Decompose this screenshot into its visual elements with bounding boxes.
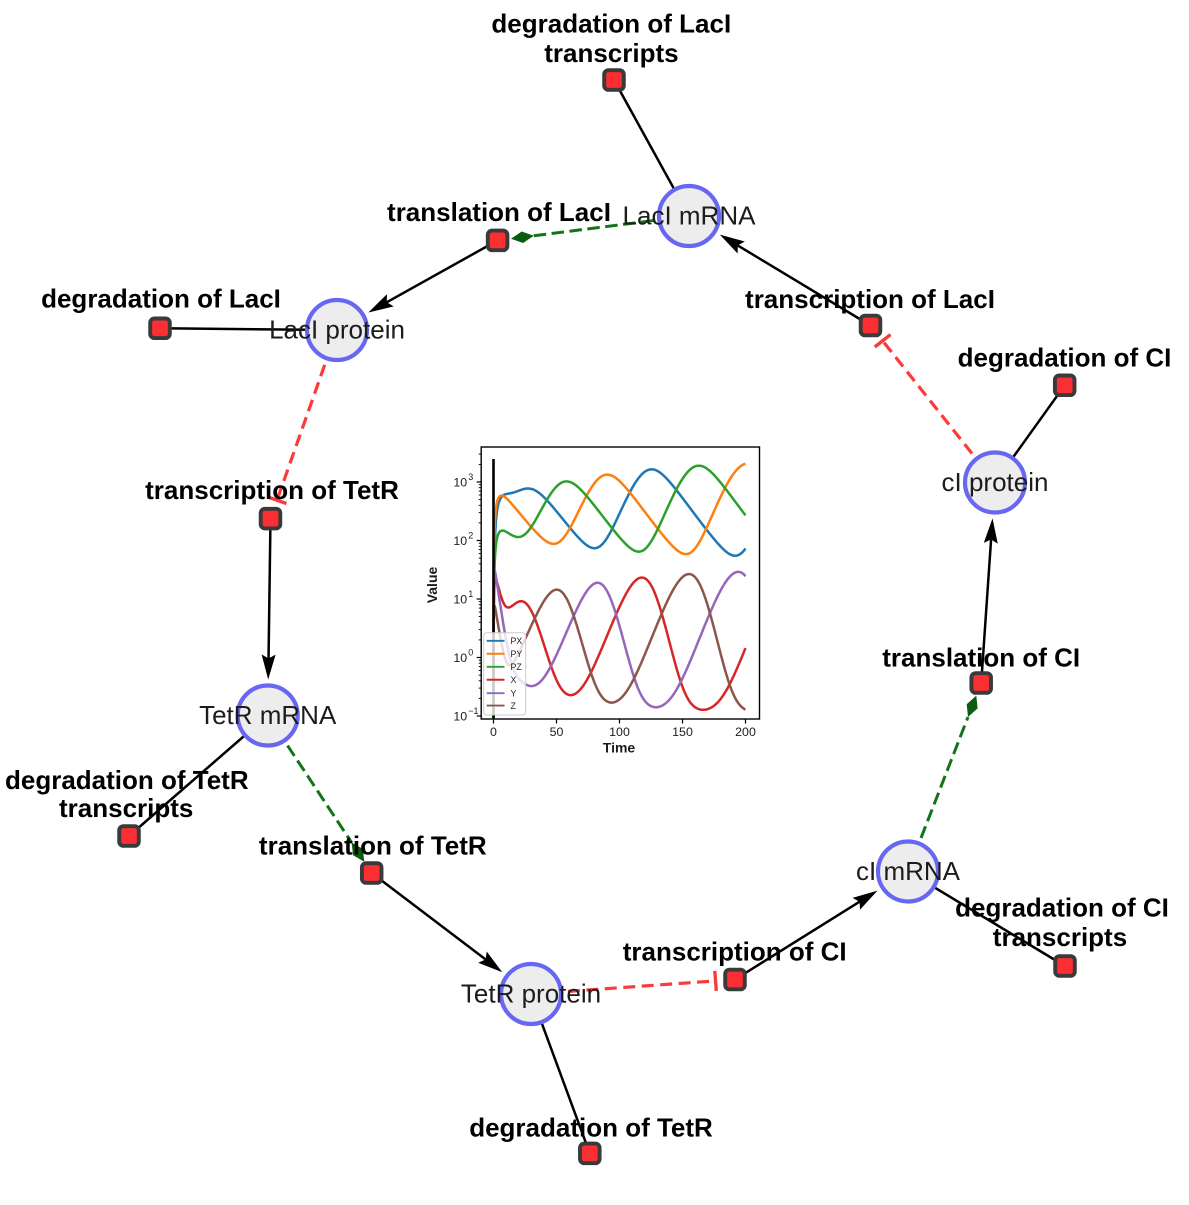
- svg-text:X: X: [511, 675, 517, 685]
- svg-text:0: 0: [490, 725, 497, 739]
- svg-text:translation of TetR: translation of TetR: [259, 830, 487, 860]
- svg-text:100: 100: [609, 725, 630, 739]
- svg-text:cI mRNA: cI mRNA: [856, 856, 961, 886]
- svg-text:transcripts: transcripts: [993, 922, 1127, 952]
- svg-text:transcription of LacI: transcription of LacI: [745, 284, 995, 314]
- svg-text:10: 10: [453, 593, 467, 607]
- svg-text:degradation of CI: degradation of CI: [955, 893, 1169, 923]
- svg-text:10: 10: [453, 476, 467, 490]
- svg-text:2: 2: [468, 531, 473, 541]
- svg-text:TetR mRNA: TetR mRNA: [199, 700, 337, 730]
- svg-text:PX: PX: [511, 636, 523, 646]
- svg-text:translation of LacI: translation of LacI: [387, 197, 611, 227]
- svg-text:Z: Z: [511, 701, 517, 711]
- svg-text:150: 150: [672, 725, 693, 739]
- svg-text:degradation of CI: degradation of CI: [958, 343, 1172, 373]
- svg-text:1: 1: [468, 589, 473, 599]
- svg-text:cI protein: cI protein: [942, 467, 1049, 497]
- svg-text:10: 10: [453, 534, 467, 548]
- svg-text:transcription of TetR: transcription of TetR: [145, 475, 399, 505]
- svg-text:PZ: PZ: [511, 662, 523, 672]
- svg-text:PY: PY: [511, 649, 523, 659]
- svg-text:3: 3: [468, 472, 473, 482]
- svg-text:degradation of TetR: degradation of TetR: [469, 1112, 713, 1142]
- svg-text:Time: Time: [603, 740, 636, 756]
- svg-text:LacI protein: LacI protein: [269, 315, 405, 345]
- svg-text:LacI mRNA: LacI mRNA: [623, 201, 757, 231]
- svg-text:transcripts: transcripts: [544, 38, 678, 68]
- svg-text:0: 0: [468, 648, 473, 658]
- svg-text:transcription of CI: transcription of CI: [623, 936, 847, 966]
- svg-text:degradation of LacI: degradation of LacI: [41, 284, 281, 314]
- svg-text:transcripts: transcripts: [59, 793, 193, 823]
- svg-text:Y: Y: [511, 688, 517, 698]
- svg-text:200: 200: [735, 725, 756, 739]
- svg-text:−1: −1: [468, 706, 478, 716]
- svg-text:translation of CI: translation of CI: [882, 643, 1080, 673]
- svg-text:degradation of LacI: degradation of LacI: [491, 9, 731, 39]
- svg-text:Value: Value: [424, 567, 440, 604]
- svg-text:50: 50: [550, 725, 564, 739]
- svg-text:10: 10: [453, 710, 467, 724]
- svg-text:TetR protein: TetR protein: [461, 979, 601, 1009]
- svg-text:degradation of TetR: degradation of TetR: [5, 765, 249, 795]
- svg-text:10: 10: [453, 651, 467, 665]
